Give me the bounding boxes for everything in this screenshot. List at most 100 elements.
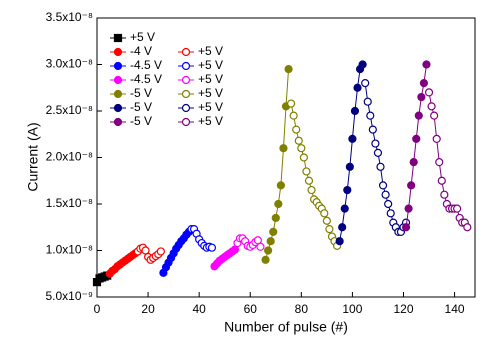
legend-marker [181, 61, 191, 71]
series-line [290, 103, 338, 247]
legend-label: +5 V [198, 86, 223, 100]
data-point [430, 111, 439, 120]
x-axis-label: Number of pulse (#) [224, 319, 348, 335]
data-point [271, 213, 280, 223]
data-point [432, 134, 441, 143]
legend-label: -5 V [130, 100, 152, 114]
data-point [361, 78, 370, 88]
data-point [345, 162, 354, 171]
series-line [339, 64, 364, 242]
legend-label: +5 V [198, 58, 223, 72]
data-point [335, 237, 344, 246]
data-point [261, 255, 270, 264]
data-point [384, 199, 393, 209]
data-point [404, 204, 413, 213]
x-tick-label: 0 [94, 302, 101, 316]
data-point [419, 78, 429, 88]
data-point [437, 176, 446, 185]
legend-label: +5 V [198, 44, 223, 58]
data-point [269, 227, 278, 236]
y-tick-label: 2.0x10⁻⁸ [46, 150, 93, 164]
data-point [350, 106, 360, 116]
legend-marker [113, 89, 123, 99]
data-point [440, 190, 449, 199]
series-line [265, 69, 290, 260]
legend-marker [181, 89, 191, 99]
legend-marker [181, 47, 191, 57]
data-point [417, 92, 426, 102]
data-point [207, 243, 217, 252]
data-point [376, 162, 385, 171]
data-point [297, 144, 306, 153]
data-point [381, 190, 390, 199]
legend-label: -4.5 V [130, 58, 162, 72]
data-point [322, 216, 331, 225]
y-tick-label: 3.0x10⁻⁸ [46, 57, 93, 71]
x-tick-label: 60 [244, 302, 258, 316]
data-point [366, 111, 375, 120]
y-axis-label: Current (A) [25, 122, 41, 191]
x-tick-label: 100 [342, 302, 362, 316]
y-tick-label: 2.5x10⁻⁸ [46, 103, 93, 117]
data-point [289, 111, 298, 120]
y-tick-label: 1.0x10⁻⁸ [46, 243, 93, 257]
data-point [378, 181, 388, 190]
data-point [307, 185, 316, 195]
legend-label: -5 V [130, 86, 152, 100]
data-point [287, 99, 296, 108]
data-point [414, 111, 423, 120]
data-point [279, 144, 288, 153]
data-point [435, 158, 444, 167]
data-point [274, 199, 283, 209]
data-point [407, 181, 416, 190]
data-point [463, 223, 472, 232]
legend-label: -4 V [130, 44, 152, 58]
data-point [325, 225, 334, 234]
legend-label: -4.5 V [130, 72, 162, 86]
data-point [338, 223, 347, 232]
data-point [371, 139, 380, 148]
legend-label: +5 V [198, 72, 223, 86]
data-point [424, 88, 434, 97]
legend-label: +5 V [198, 100, 223, 114]
data-point [256, 242, 265, 251]
data-point [264, 246, 273, 255]
data-point [363, 97, 372, 106]
data-point [386, 209, 395, 218]
data-point [320, 209, 329, 218]
x-tick-label: 80 [295, 302, 309, 316]
data-point [299, 153, 308, 162]
data-point [304, 176, 314, 185]
legend-marker [113, 103, 123, 113]
data-point [427, 102, 436, 111]
data-point [302, 167, 311, 176]
legend-marker [113, 61, 123, 71]
data-point [358, 60, 367, 69]
data-point [368, 125, 377, 134]
legend-marker [113, 117, 123, 127]
data-point [156, 247, 165, 256]
legend-label: +5 V [198, 114, 223, 128]
x-tick-label: 40 [192, 302, 206, 316]
legend-label: +5 V [130, 30, 155, 44]
data-point [353, 83, 362, 92]
data-point [343, 185, 352, 195]
data-point [453, 204, 462, 213]
data-point [348, 134, 357, 143]
data-point [284, 65, 293, 74]
y-tick-label: 3.5x10⁻⁸ [46, 10, 93, 24]
series-line [405, 64, 427, 228]
data-point [292, 125, 301, 134]
legend-marker [181, 103, 191, 113]
x-tick-label: 20 [141, 302, 155, 316]
data-point [412, 134, 421, 143]
data-point [266, 237, 275, 246]
y-tick-label: 5.0x10⁻⁹ [45, 289, 93, 303]
legend-marker [181, 117, 191, 127]
y-tick-label: 1.5x10⁻⁸ [46, 196, 93, 210]
data-point [422, 60, 431, 69]
data-point [409, 158, 418, 167]
data-point [373, 148, 383, 157]
legend-marker [113, 33, 123, 43]
data-point [276, 181, 285, 190]
